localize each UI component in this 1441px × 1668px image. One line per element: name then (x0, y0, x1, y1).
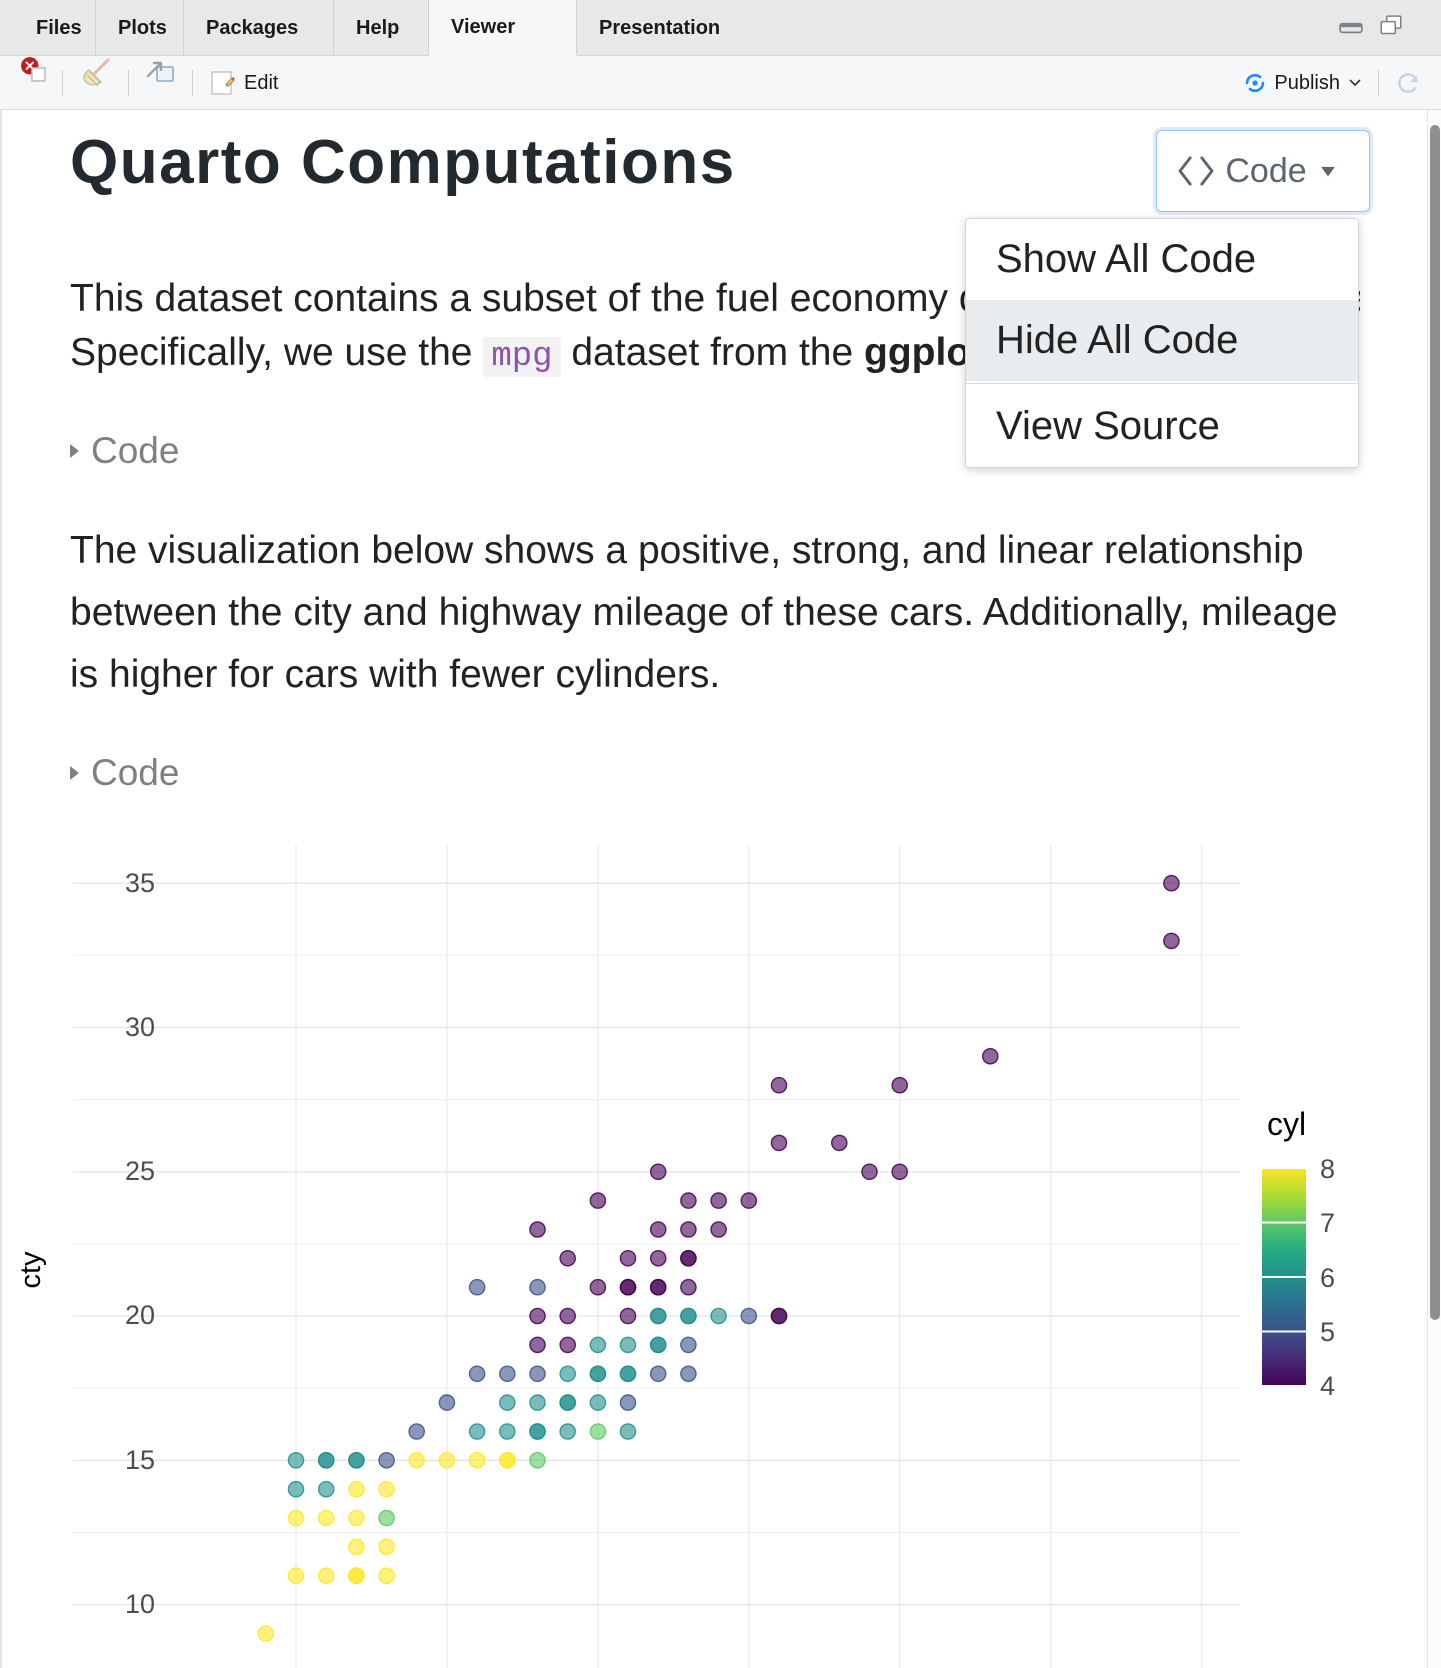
svg-text:cty: cty (15, 1251, 47, 1289)
svg-text:25: 25 (125, 1156, 155, 1186)
svg-text:30: 30 (125, 1012, 155, 1042)
svg-text:15: 15 (125, 1445, 155, 1475)
svg-text:7: 7 (1320, 1208, 1335, 1238)
svg-text:4: 4 (1320, 1371, 1335, 1401)
svg-text:35: 35 (125, 868, 155, 898)
svg-text:cyl: cyl (1267, 1106, 1306, 1142)
svg-text:5: 5 (1320, 1317, 1335, 1347)
svg-text:8: 8 (1320, 1154, 1335, 1184)
svg-text:10: 10 (125, 1589, 155, 1619)
svg-text:20: 20 (125, 1300, 155, 1330)
svg-text:6: 6 (1320, 1263, 1335, 1293)
